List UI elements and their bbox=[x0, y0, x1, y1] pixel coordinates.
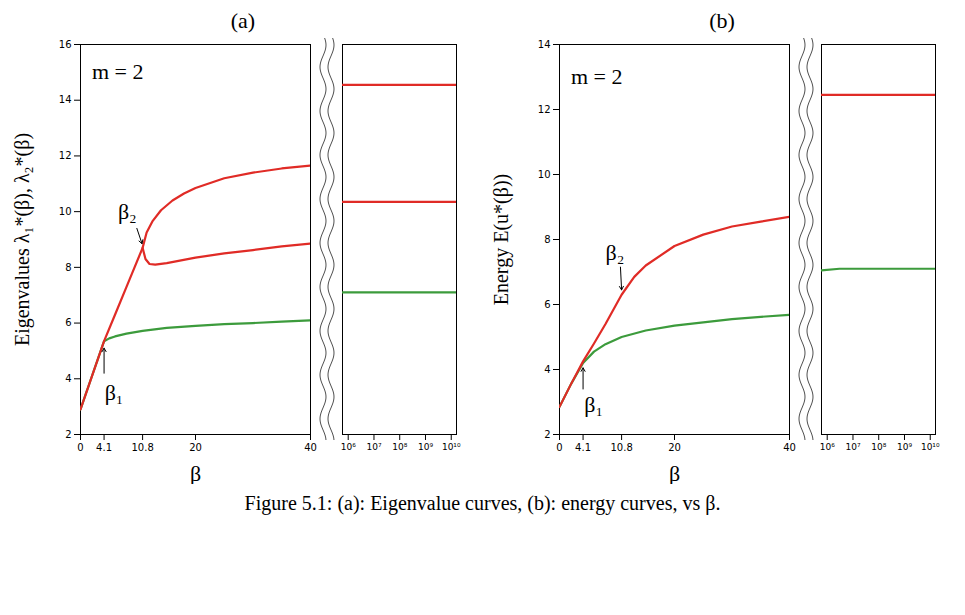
svg-text:β₂: β₂ bbox=[118, 199, 137, 224]
svg-text:20: 20 bbox=[668, 442, 681, 453]
svg-text:10.8: 10.8 bbox=[131, 442, 153, 453]
svg-text:40: 40 bbox=[304, 442, 317, 453]
svg-text:10¹⁰: 10¹⁰ bbox=[921, 442, 940, 452]
html-text:(b): (b) bbox=[709, 8, 735, 33]
svg-text:0: 0 bbox=[556, 442, 562, 453]
svg-text:Energy E(u*(β)): Energy E(u*(β)) bbox=[490, 174, 513, 305]
svg-text:10⁶: 10⁶ bbox=[820, 442, 835, 452]
svg-text:10⁹: 10⁹ bbox=[418, 442, 433, 452]
svg-text:4.1: 4.1 bbox=[575, 442, 591, 453]
svg-text:2: 2 bbox=[544, 429, 550, 440]
svg-text:20: 20 bbox=[189, 442, 202, 453]
svg-text:10: 10 bbox=[59, 206, 72, 217]
svg-text:6: 6 bbox=[65, 317, 71, 328]
svg-text:16: 16 bbox=[59, 39, 72, 50]
svg-text:10⁶: 10⁶ bbox=[341, 442, 356, 452]
svg-text:10⁷: 10⁷ bbox=[845, 442, 860, 452]
svg-text:m = 2: m = 2 bbox=[571, 64, 623, 89]
svg-text:2: 2 bbox=[65, 429, 71, 440]
svg-text:4: 4 bbox=[65, 373, 71, 384]
svg-text:β₂: β₂ bbox=[606, 240, 625, 265]
svg-text:10.8: 10.8 bbox=[610, 442, 632, 453]
html-text:(a): (a) bbox=[230, 8, 256, 33]
html-text:Figure 5.1: (a): Eigenvalue cu: Figure 5.1: (a): Eigenvalue curves, (b):… bbox=[244, 492, 721, 514]
svg-text:β: β bbox=[669, 461, 680, 485]
svg-text:12: 12 bbox=[538, 104, 551, 115]
svg-text:m = 2: m = 2 bbox=[92, 59, 144, 84]
svg-text:4: 4 bbox=[544, 364, 550, 375]
svg-text:10¹⁰: 10¹⁰ bbox=[442, 442, 461, 452]
svg-text:14: 14 bbox=[59, 94, 72, 105]
svg-text:10⁸: 10⁸ bbox=[871, 442, 886, 452]
svg-text:β₁: β₁ bbox=[105, 380, 124, 405]
svg-text:10: 10 bbox=[538, 169, 551, 180]
svg-text:12: 12 bbox=[59, 150, 72, 161]
svg-text:10⁹: 10⁹ bbox=[897, 442, 912, 452]
svg-text:10⁸: 10⁸ bbox=[392, 442, 407, 452]
svg-text:6: 6 bbox=[544, 299, 550, 310]
svg-text:8: 8 bbox=[544, 234, 550, 245]
svg-text:40: 40 bbox=[783, 442, 796, 453]
svg-text:0: 0 bbox=[77, 442, 83, 453]
svg-text:8: 8 bbox=[65, 262, 71, 273]
svg-text:14: 14 bbox=[538, 39, 551, 50]
svg-text:Eigenvalues λ₁*(β), λ₂*(β): Eigenvalues λ₁*(β), λ₂*(β) bbox=[11, 133, 34, 346]
svg-text:4.1: 4.1 bbox=[96, 442, 112, 453]
svg-text:β₁: β₁ bbox=[584, 392, 603, 417]
svg-text:β: β bbox=[190, 461, 201, 485]
svg-text:10⁷: 10⁷ bbox=[366, 442, 381, 452]
